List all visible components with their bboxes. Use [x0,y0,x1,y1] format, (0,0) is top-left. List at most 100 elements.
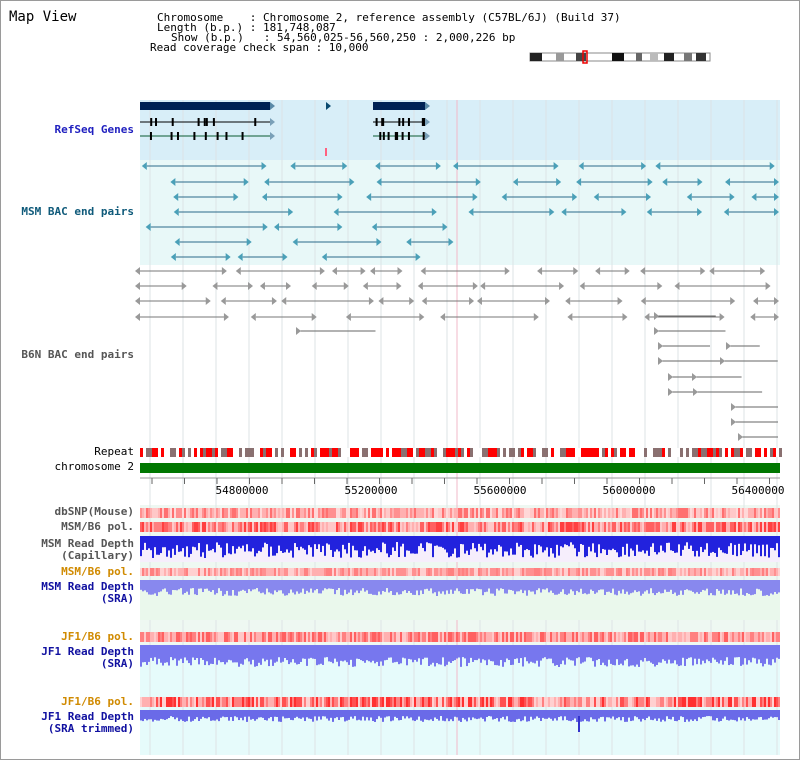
msm-sra-depth [480,580,482,590]
msm-sra-depth [708,580,710,596]
repeat-segment [602,448,605,457]
msm-sra-depth [460,580,462,594]
msm-b6-pol-heat [190,522,192,532]
repeat-segment [212,448,215,457]
msm-b6-pol-2-heat [480,568,482,576]
jf1-b6-pol-heat [156,632,158,642]
jf1-b6-pol-2-heat [270,697,272,707]
msm-sra-depth [422,580,424,594]
msm-capillary-depth [254,536,256,557]
jf1-sra-depth [238,645,240,667]
msm-sra-depth [632,580,634,593]
jf1-trim-depth [696,710,698,722]
jf1-b6-pol-heat [412,632,414,642]
repeat-segment [587,448,590,457]
msm-b6-pol-heat [214,522,216,532]
msm-b6-pol-heat [318,522,320,532]
jf1-trim-depth [300,710,302,719]
b6n-bac-label[interactable]: B6N BAC end pairs [21,348,134,361]
dbsnp-heat [710,508,712,518]
b6n-bac-end [480,282,486,290]
msm-capillary-depth [536,536,538,555]
msm-b6-pol-heat [618,522,620,532]
msm-sra-depth [294,580,296,595]
jf1-sra-depth [756,645,758,664]
msm-b6-pol-2-heat [388,568,390,576]
jf1-sra-depth [742,645,744,665]
dbsnp-heat [456,508,458,518]
jf1-sra-depth [346,645,348,663]
msm-b6-pol-2-heat [730,568,732,576]
jf1-b6-pol-2-heat [228,697,230,707]
dbsnp-heat [746,508,748,518]
msm-sra-depth [282,580,284,594]
msm-capillary-depth [484,536,486,544]
msm-capillary-depth [722,536,724,553]
jf1-b6-pol-heat [570,632,572,642]
repeat-segment [722,448,725,457]
repeat-segment [257,448,260,457]
jf1-sra-depth [686,645,688,660]
msm-sra-depth [550,580,552,591]
repeat-segment [737,448,740,457]
jf1-trim-depth [254,710,256,721]
b6n-bac-end [730,297,736,305]
msm-b6-pol-2-heat [400,568,402,576]
msm-sra-depth [612,580,614,589]
msm-b6-pol-2-heat [390,568,392,576]
msm-capillary-depth [240,536,242,549]
msm-bac-label[interactable]: MSM BAC end pairs [21,205,134,218]
jf1-b6-pol-heat [556,632,558,642]
jf1-trim-depth [192,710,194,721]
msm-sra-depth [532,580,534,592]
repeat-segment [443,448,446,457]
refseq-genes-label[interactable]: RefSeq Genes [54,123,134,136]
msm-b6-pol-heat [746,522,748,532]
msm-b6-pol-2-heat [318,568,320,576]
msm-sra-depth [490,580,492,594]
msm-capillary-depth [562,536,564,548]
msm-b6-pol-heat [522,522,524,532]
jf1-b6-pol-2-heat [694,697,696,707]
msm-b6-pol-2-heat [198,568,200,576]
jf1-trim-depth [428,710,430,721]
msm-b6-pol-2-heat [512,568,514,576]
dbsnp-heat [434,508,436,518]
jf1-trim-depth [704,710,706,717]
msm-b6-pol-heat [732,522,734,532]
jf1-b6-pol-heat [588,632,590,642]
msm-b6-pol-heat [764,522,766,532]
jf1-b6-pol-heat [322,632,324,642]
dbsnp-heat [666,508,668,518]
jf1-trim-depth [778,710,780,721]
msm-b6-pol-2-heat [460,568,462,576]
msm-b6-pol-2-heat [586,568,588,576]
msm-capillary-depth [282,536,284,553]
dbsnp-heat [564,508,566,518]
msm-capillary-depth [272,536,274,556]
jf1-trim-depth [144,710,146,719]
msm-b6-pol-heat [676,522,678,532]
msm-sra-depth [504,580,506,594]
jf1-b6-pol-2-heat [736,697,738,707]
msm-sra-depth [464,580,466,594]
repeat-segment [764,448,767,457]
jf1-sra-depth [446,645,448,665]
jf1-b6-pol-heat [470,632,472,642]
dbsnp-heat [528,508,530,518]
dbsnp-heat [602,508,604,518]
msm-b6-pol-2-heat [358,568,360,576]
jf1-sra-depth [290,645,292,663]
jf1-b6-pol-2-heat [302,697,304,707]
jf1-trim-depth [234,710,236,717]
dbsnp-heat [568,508,570,518]
jf1-sra-depth [698,645,700,659]
jf1-b6-pol-2-heat [330,697,332,707]
jf1-b6-pol-heat [704,632,706,642]
jf1-b6-pol-2-heat [156,697,158,707]
msm-b6-pol-heat [262,522,264,532]
msm-b6-pol-heat [580,522,582,532]
jf1-trim-depth [166,710,168,720]
msm-b6-pol-heat [754,522,756,532]
